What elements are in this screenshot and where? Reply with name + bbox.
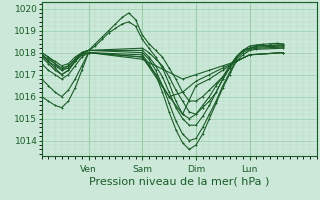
X-axis label: Pression niveau de la mer( hPa ): Pression niveau de la mer( hPa )	[89, 177, 269, 187]
